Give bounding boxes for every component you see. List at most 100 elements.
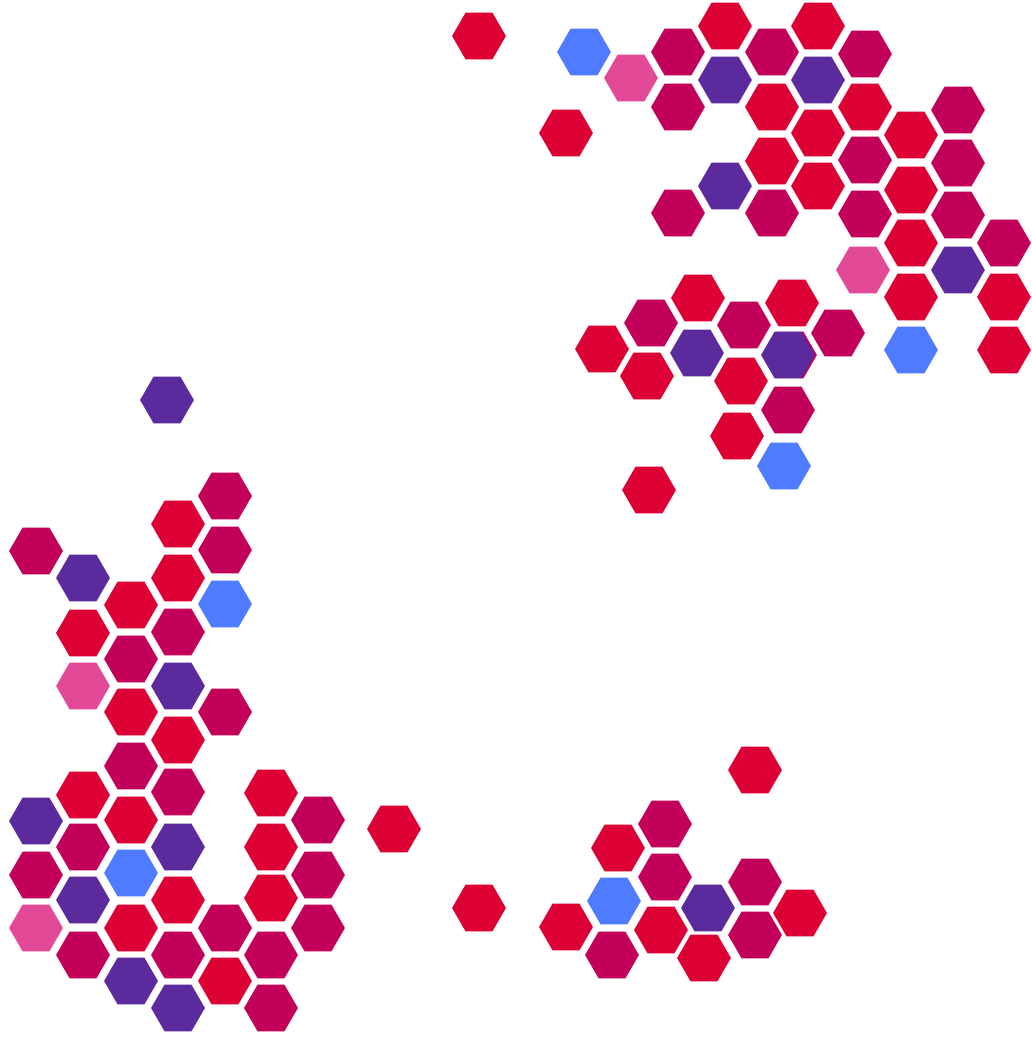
hexagon-crimson <box>651 83 705 131</box>
hexagon-red <box>773 889 827 937</box>
hexagon-crimson <box>291 851 345 899</box>
hexagon-red <box>745 137 799 185</box>
hexagon-crimson <box>638 853 692 901</box>
hexagon-crimson <box>651 189 705 237</box>
hexagon-crimson <box>9 851 63 899</box>
hexagon-crimson <box>104 635 158 683</box>
hexagon-red <box>591 824 645 872</box>
hexagon-purple <box>681 884 735 932</box>
hexagon-red <box>104 904 158 952</box>
hexagon-crimson <box>624 299 678 347</box>
hexagon-red <box>745 83 799 131</box>
hexagon-red <box>539 903 593 951</box>
hexagon-purple <box>791 56 845 104</box>
hexagon-red <box>367 805 421 853</box>
hexagon-red <box>244 874 298 922</box>
hexagon-red <box>791 162 845 210</box>
hexagon-crimson <box>838 30 892 78</box>
hexagon-red <box>838 83 892 131</box>
hexagon-blue <box>198 580 252 628</box>
hexagon-red <box>698 2 752 50</box>
hexagon-crimson <box>651 28 705 76</box>
hexagon-crimson <box>811 309 865 357</box>
hexagon-red <box>884 273 938 321</box>
hexagon-purple <box>140 376 194 424</box>
hexagon-crimson <box>761 386 815 434</box>
hexagon-purple <box>698 162 752 210</box>
hexagon-red <box>244 769 298 817</box>
hexagon-crimson <box>244 984 298 1032</box>
hexagon-pink <box>9 904 63 952</box>
hexagon-crimson <box>838 190 892 238</box>
hexagon-crimson <box>931 191 985 239</box>
hexagon-crimson <box>745 189 799 237</box>
hexagon-crimson <box>56 823 110 871</box>
hexagon-red <box>884 166 938 214</box>
hexagon-red <box>765 279 819 327</box>
hexagon-red <box>151 554 205 602</box>
hexagon-red <box>634 906 688 954</box>
hexagon-red <box>151 500 205 548</box>
hexagon-blue <box>557 28 611 76</box>
hexagon-purple <box>56 554 110 602</box>
hexagon-purple <box>698 56 752 104</box>
hexagon-crimson <box>638 800 692 848</box>
hexagon-pink <box>56 662 110 710</box>
hexagon-red <box>244 823 298 871</box>
hexagon-red <box>575 325 629 373</box>
hexagon-red <box>791 2 845 50</box>
hexagon-crimson <box>198 904 252 952</box>
hexagon-crimson <box>931 86 985 134</box>
hexagon-crimson <box>745 28 799 76</box>
hexagon-crimson <box>198 472 252 520</box>
hexagon-red <box>104 688 158 736</box>
hexagon-blue <box>104 849 158 897</box>
hexagon-blue <box>757 442 811 490</box>
hexagon-purple <box>931 246 985 294</box>
hexagon-red <box>56 771 110 819</box>
hexagon-red <box>884 111 938 159</box>
hexagon-crimson <box>151 768 205 816</box>
hexagon-red <box>791 109 845 157</box>
hexagon-crimson <box>151 931 205 979</box>
hexagon-purple <box>151 984 205 1032</box>
hexagon-red <box>452 884 506 932</box>
hexagon-purple <box>670 329 724 377</box>
hexagon-red <box>56 609 110 657</box>
hexagon-red <box>671 274 725 322</box>
hexagon-red <box>977 273 1031 321</box>
hexagon-red <box>884 219 938 267</box>
hexagon-red <box>977 326 1031 374</box>
hexagon-crimson <box>585 931 639 979</box>
hexagon-crimson <box>728 858 782 906</box>
hexagon-crimson <box>244 931 298 979</box>
hexagon-red <box>620 352 674 400</box>
hexagon-blue <box>587 877 641 925</box>
hexagon-red <box>728 746 782 794</box>
hexagon-crimson <box>198 526 252 574</box>
hexagon-crimson <box>931 139 985 187</box>
hexagon-red <box>677 934 731 982</box>
hexagon-purple <box>56 876 110 924</box>
hexagon-red <box>198 957 252 1005</box>
hexagon-purple <box>9 797 63 845</box>
hexagon-red <box>151 716 205 764</box>
hexagon-crimson <box>291 904 345 952</box>
hexagon-crimson <box>717 301 771 349</box>
hexagon-red <box>714 357 768 405</box>
hexagon-red <box>104 581 158 629</box>
hexagon-pink <box>836 246 890 294</box>
hexagon-crimson <box>291 796 345 844</box>
hexagon-purple <box>151 662 205 710</box>
hexagon-red <box>104 796 158 844</box>
hexagon-crimson <box>9 527 63 575</box>
hexagon-crimson <box>838 136 892 184</box>
hexagon-red <box>539 109 593 157</box>
hexagon-red <box>622 466 676 514</box>
hexagon-crimson <box>977 219 1031 267</box>
hexagon-purple <box>104 957 158 1005</box>
hexagon-purple <box>151 823 205 871</box>
hexagon-crimson <box>151 608 205 656</box>
hexagon-red <box>151 876 205 924</box>
hexagon-crimson <box>56 931 110 979</box>
